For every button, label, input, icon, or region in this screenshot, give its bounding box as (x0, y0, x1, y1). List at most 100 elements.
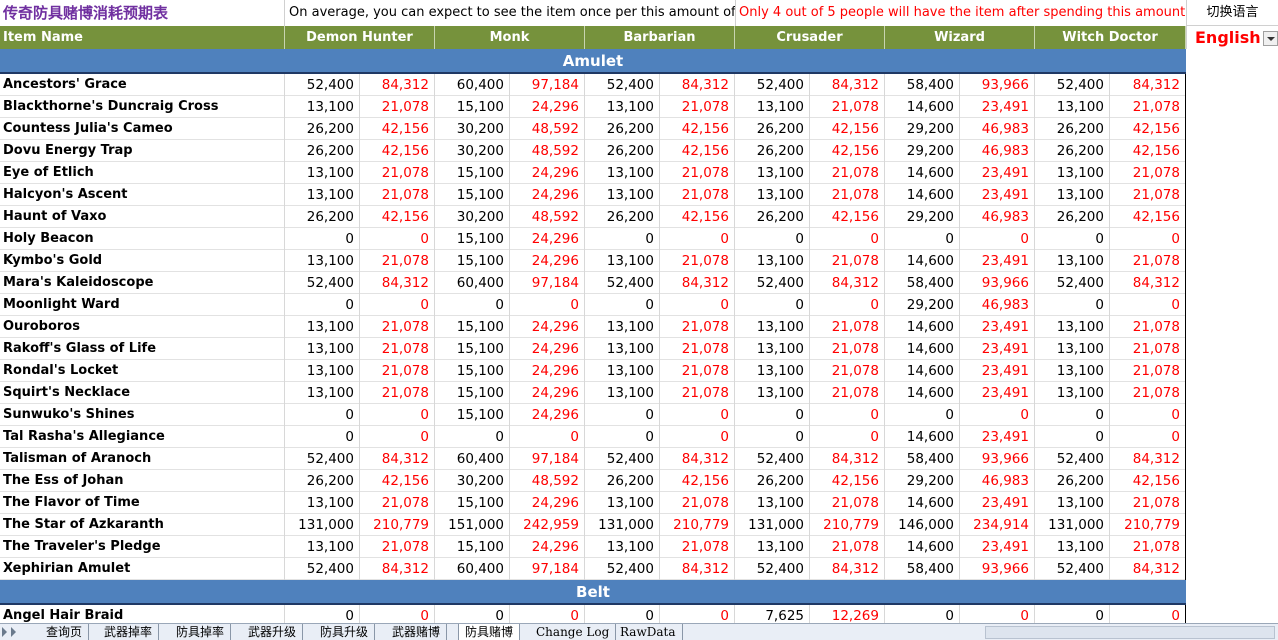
average-cell[interactable]: 52,400 (585, 558, 660, 580)
item-name-cell[interactable]: The Flavor of Time (0, 492, 285, 514)
average-cell[interactable]: 52,400 (285, 74, 360, 96)
average-cell[interactable]: 13,100 (285, 382, 360, 404)
average-cell[interactable]: 13,100 (735, 492, 810, 514)
average-cell[interactable]: 131,000 (285, 514, 360, 536)
four-of-five-cell[interactable]: 23,491 (960, 426, 1035, 448)
average-cell[interactable]: 13,100 (585, 250, 660, 272)
average-cell[interactable]: 52,400 (735, 74, 810, 96)
four-of-five-cell[interactable]: 84,312 (360, 74, 435, 96)
four-of-five-cell[interactable]: 42,156 (660, 118, 735, 140)
four-of-five-cell[interactable]: 84,312 (810, 558, 885, 580)
average-cell[interactable]: 15,100 (435, 360, 510, 382)
four-of-five-cell[interactable]: 21,078 (360, 162, 435, 184)
average-cell[interactable]: 131,000 (735, 514, 810, 536)
average-cell[interactable]: 52,400 (1035, 272, 1110, 294)
four-of-five-cell[interactable]: 0 (360, 426, 435, 448)
four-of-five-cell[interactable]: 21,078 (360, 184, 435, 206)
four-of-five-cell[interactable]: 84,312 (1110, 558, 1186, 580)
four-of-five-cell[interactable]: 97,184 (510, 74, 585, 96)
four-of-five-cell[interactable]: 0 (960, 605, 1035, 627)
average-cell[interactable]: 26,200 (735, 140, 810, 162)
four-of-five-cell[interactable]: 21,078 (1110, 184, 1186, 206)
item-name-cell[interactable]: Eye of Etlich (0, 162, 285, 184)
four-of-five-cell[interactable]: 84,312 (360, 272, 435, 294)
four-of-five-cell[interactable]: 23,491 (960, 338, 1035, 360)
four-of-five-cell[interactable]: 0 (660, 228, 735, 250)
four-of-five-cell[interactable]: 21,078 (360, 250, 435, 272)
average-cell[interactable]: 26,200 (585, 470, 660, 492)
average-cell[interactable]: 14,600 (885, 382, 960, 404)
average-cell[interactable]: 0 (435, 426, 510, 448)
average-cell[interactable]: 15,100 (435, 492, 510, 514)
average-cell[interactable]: 26,200 (1035, 118, 1110, 140)
average-cell[interactable]: 0 (735, 404, 810, 426)
average-cell[interactable]: 13,100 (285, 536, 360, 558)
item-name-cell[interactable]: Rakoff's Glass of Life (0, 338, 285, 360)
average-cell[interactable]: 26,200 (735, 470, 810, 492)
average-cell[interactable]: 52,400 (1035, 558, 1110, 580)
four-of-five-cell[interactable]: 42,156 (360, 206, 435, 228)
average-cell[interactable]: 30,200 (435, 206, 510, 228)
four-of-five-cell[interactable]: 0 (360, 605, 435, 627)
four-of-five-cell[interactable]: 23,491 (960, 492, 1035, 514)
average-cell[interactable]: 13,100 (735, 316, 810, 338)
sheet-title[interactable]: 传奇防具赌博消耗预期表 (0, 0, 285, 26)
note-average[interactable]: On average, you can expect to see the it… (285, 0, 736, 26)
four-of-five-cell[interactable]: 21,078 (360, 96, 435, 118)
average-cell[interactable]: 15,100 (435, 338, 510, 360)
four-of-five-cell[interactable]: 24,296 (510, 228, 585, 250)
four-of-five-cell[interactable]: 84,312 (660, 448, 735, 470)
note-four-of-five[interactable]: Only 4 out of 5 people will have the ite… (739, 5, 1186, 20)
average-cell[interactable]: 14,600 (885, 360, 960, 382)
four-of-five-cell[interactable]: 21,078 (660, 316, 735, 338)
four-of-five-cell[interactable]: 242,959 (510, 514, 585, 536)
average-cell[interactable]: 52,400 (1035, 448, 1110, 470)
four-of-five-cell[interactable]: 42,156 (360, 470, 435, 492)
four-of-five-cell[interactable]: 84,312 (1110, 74, 1186, 96)
four-of-five-cell[interactable]: 84,312 (660, 272, 735, 294)
average-cell[interactable]: 13,100 (735, 250, 810, 272)
average-cell[interactable]: 0 (1035, 605, 1110, 627)
four-of-five-cell[interactable]: 42,156 (1110, 140, 1186, 162)
average-cell[interactable]: 14,600 (885, 184, 960, 206)
four-of-five-cell[interactable]: 42,156 (1110, 470, 1186, 492)
four-of-five-cell[interactable]: 210,779 (810, 514, 885, 536)
average-cell[interactable]: 0 (735, 228, 810, 250)
item-name-cell[interactable]: Haunt of Vaxo (0, 206, 285, 228)
average-cell[interactable]: 0 (885, 404, 960, 426)
average-cell[interactable]: 52,400 (285, 272, 360, 294)
item-name-cell[interactable]: Talisman of Aranoch (0, 448, 285, 470)
average-cell[interactable]: 13,100 (1035, 536, 1110, 558)
four-of-five-cell[interactable]: 0 (360, 228, 435, 250)
four-of-five-cell[interactable]: 84,312 (660, 74, 735, 96)
average-cell[interactable]: 13,100 (735, 382, 810, 404)
four-of-five-cell[interactable]: 46,983 (960, 118, 1035, 140)
item-name-cell[interactable]: Kymbo's Gold (0, 250, 285, 272)
four-of-five-cell[interactable]: 12,269 (810, 605, 885, 627)
average-cell[interactable]: 13,100 (285, 316, 360, 338)
four-of-five-cell[interactable]: 97,184 (510, 448, 585, 470)
average-cell[interactable]: 52,400 (585, 74, 660, 96)
four-of-five-cell[interactable]: 21,078 (1110, 536, 1186, 558)
four-of-five-cell[interactable]: 0 (360, 404, 435, 426)
average-cell[interactable]: 0 (435, 605, 510, 627)
average-cell[interactable]: 14,600 (885, 316, 960, 338)
average-cell[interactable]: 13,100 (285, 338, 360, 360)
average-cell[interactable]: 13,100 (1035, 96, 1110, 118)
item-name-cell[interactable]: Xephirian Amulet (0, 558, 285, 580)
four-of-five-cell[interactable]: 48,592 (510, 140, 585, 162)
item-name-cell[interactable]: The Traveler's Pledge (0, 536, 285, 558)
four-of-five-cell[interactable]: 93,966 (960, 558, 1035, 580)
average-cell[interactable]: 29,200 (885, 470, 960, 492)
four-of-five-cell[interactable]: 21,078 (360, 536, 435, 558)
four-of-five-cell[interactable]: 24,296 (510, 338, 585, 360)
four-of-five-cell[interactable]: 23,491 (960, 96, 1035, 118)
average-cell[interactable]: 26,200 (285, 470, 360, 492)
average-cell[interactable]: 0 (735, 426, 810, 448)
header-demon-hunter[interactable]: Demon Hunter (285, 26, 435, 49)
four-of-five-cell[interactable]: 0 (810, 228, 885, 250)
four-of-five-cell[interactable]: 23,491 (960, 382, 1035, 404)
average-cell[interactable]: 26,200 (735, 118, 810, 140)
average-cell[interactable]: 60,400 (435, 272, 510, 294)
four-of-five-cell[interactable]: 0 (960, 404, 1035, 426)
